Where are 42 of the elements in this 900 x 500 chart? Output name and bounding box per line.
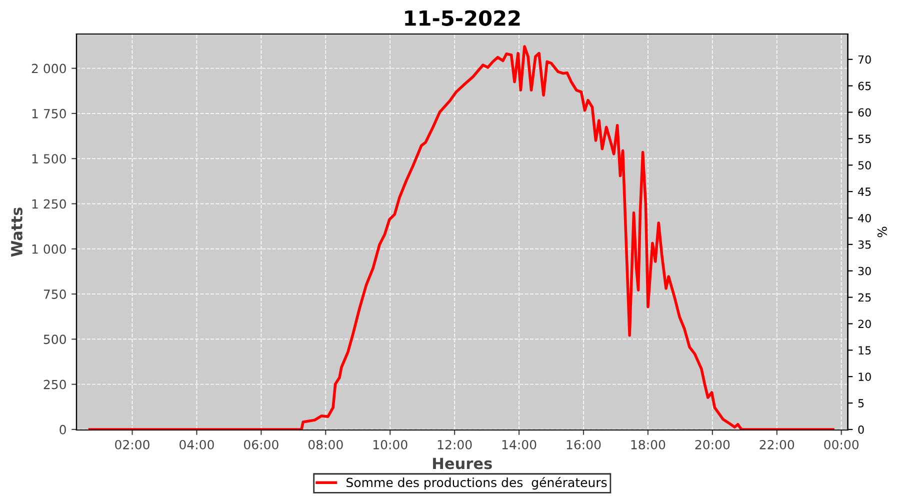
y2-tick-label: 60 [858, 108, 871, 117]
y2-tick-label: 55 [858, 134, 871, 144]
legend-label: Somme des productions des générateurs [346, 476, 607, 490]
y2-tick-label: 35 [858, 240, 871, 249]
y2-tick-label: 15 [858, 346, 871, 355]
x-tick-label: 10:00 [373, 440, 408, 450]
line-series [88, 45, 834, 430]
x-tick-label: 08:00 [308, 440, 343, 450]
y-tick-label: 1 500 [32, 154, 66, 164]
y-tick-label: 1 750 [32, 108, 66, 118]
chart-title: 11-5-2022 [405, 10, 520, 26]
y2-tick-label: 45 [858, 188, 871, 196]
y-tick-label: 500 [44, 334, 66, 344]
y-axis-title: Watts [11, 208, 22, 257]
y-tick-label: 2 000 [32, 64, 66, 74]
y-tick-label: 1 250 [32, 199, 66, 209]
y-tick-label: 0 [60, 424, 66, 434]
y-tick-label: 250 [44, 380, 66, 390]
y2-tick-label: 30 [858, 266, 871, 276]
y-tick-label: 1 000 [32, 244, 66, 254]
y2-axis-title: % [877, 226, 887, 238]
x-tick-label: 02:00 [115, 440, 150, 450]
x-tick-label: 22:00 [760, 440, 794, 450]
x-tick-label: 16:00 [566, 440, 601, 450]
x-tick-label: 04:00 [180, 440, 214, 450]
y2-tick-label: 40 [858, 214, 871, 222]
x-tick-label: 06:00 [244, 440, 278, 450]
x-tick-label: 18:00 [631, 440, 666, 450]
y2-tick-label: 65 [858, 82, 871, 90]
y-tick-label: 750 [44, 290, 66, 299]
y2-tick-label: 0 [858, 425, 864, 434]
x-axis-title: Heures [433, 458, 492, 470]
y2-tick-label: 25 [858, 293, 871, 302]
x-tick-label: 12:00 [438, 440, 472, 450]
x-tick-label: 00:00 [824, 440, 859, 450]
y2-tick-label: 10 [858, 372, 871, 381]
y2-tick-label: 50 [858, 161, 871, 170]
y2-tick-label: 70 [858, 55, 871, 64]
x-tick-label: 14:00 [502, 440, 536, 450]
y2-tick-label: 5 [858, 399, 864, 408]
y2-tick-label: 20 [858, 320, 871, 328]
x-tick-label: 20:00 [695, 440, 730, 450]
